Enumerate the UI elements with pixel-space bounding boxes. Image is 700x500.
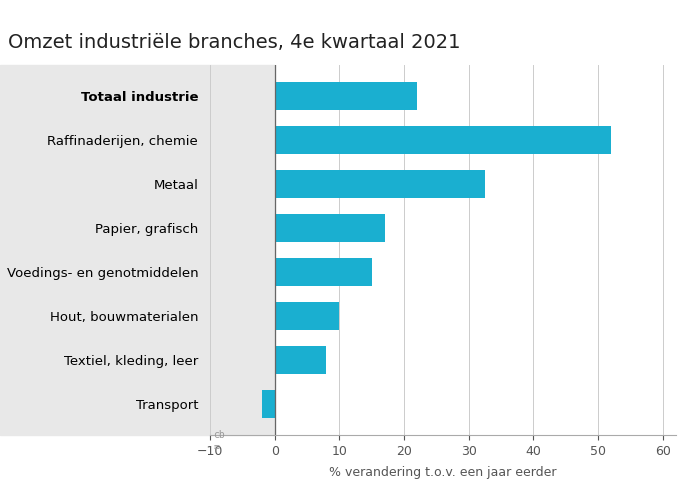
Text: Omzet industriële branches, 4e kwartaal 2021: Omzet industriële branches, 4e kwartaal … xyxy=(8,34,460,52)
Bar xyxy=(274,82,417,110)
Bar xyxy=(210,65,274,435)
Bar xyxy=(274,126,611,154)
Bar xyxy=(274,170,485,198)
Text: cb
≡: cb ≡ xyxy=(214,430,225,452)
Bar xyxy=(274,346,326,374)
Bar xyxy=(274,258,372,286)
X-axis label: % verandering t.o.v. een jaar eerder: % verandering t.o.v. een jaar eerder xyxy=(329,466,556,479)
Bar xyxy=(274,214,384,242)
Bar xyxy=(262,390,274,418)
Bar xyxy=(274,302,340,330)
